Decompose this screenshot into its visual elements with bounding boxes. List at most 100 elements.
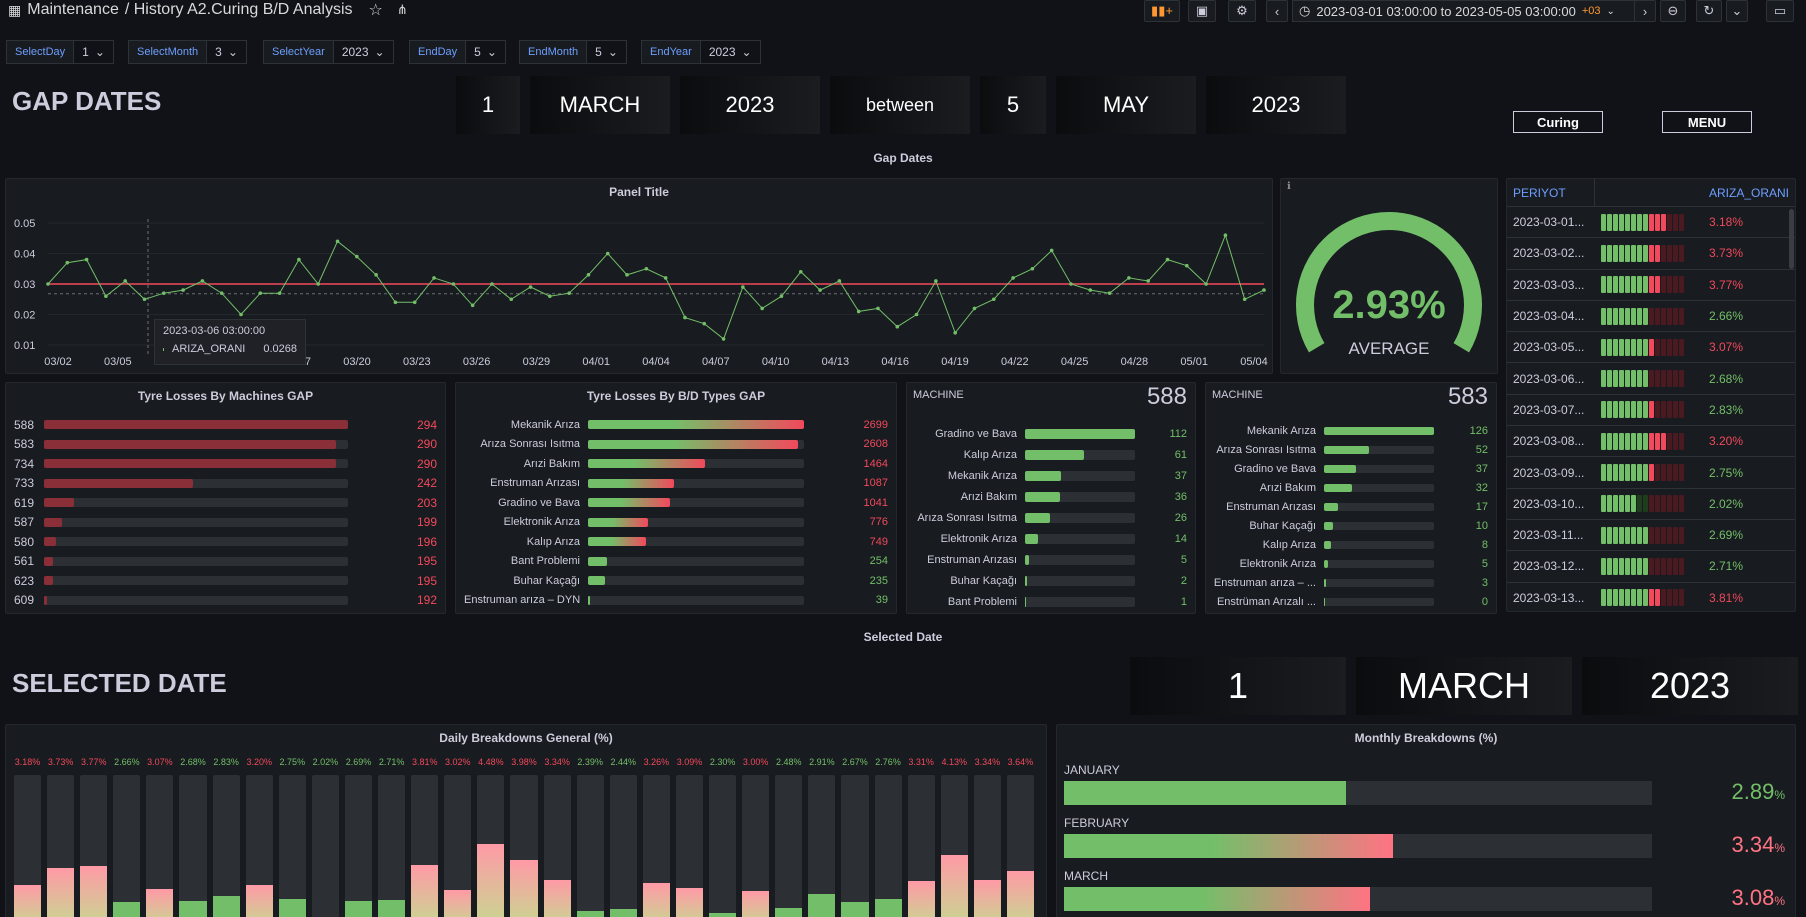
table-row[interactable]: 2023-03-06... 2.68% <box>1507 363 1795 395</box>
data-point[interactable] <box>721 337 726 341</box>
daily-bar[interactable]: 3.81% <box>411 757 439 917</box>
var-value[interactable]: 2023 ⌄ <box>333 40 394 64</box>
var-end-year[interactable]: EndYear 2023 ⌄ <box>641 40 761 64</box>
data-point[interactable] <box>760 306 764 311</box>
daily-bar[interactable]: 3.18% <box>14 757 42 917</box>
refresh-interval-dropdown[interactable]: ⌄ <box>1726 0 1748 22</box>
data-point[interactable] <box>1165 257 1170 262</box>
daily-bar[interactable]: 3.09% <box>675 757 704 917</box>
table-row[interactable]: 2023-03-12... 2.71% <box>1507 551 1795 583</box>
daily-bar[interactable]: 3.34% <box>973 757 1001 917</box>
data-point[interactable] <box>1242 297 1247 302</box>
data-point[interactable] <box>1030 266 1035 271</box>
daily-bar[interactable]: 2.71% <box>378 757 406 917</box>
table-row[interactable]: 2023-03-09... 2.75% <box>1507 457 1795 489</box>
data-point[interactable] <box>1049 248 1054 253</box>
panel-title[interactable]: Panel Title <box>609 185 669 199</box>
apps-grid-icon[interactable]: ▦ <box>8 1 22 18</box>
row-title-selected-date[interactable]: Selected Date <box>863 630 943 644</box>
data-point[interactable] <box>65 260 70 265</box>
data-point[interactable] <box>1204 282 1208 286</box>
data-point[interactable] <box>741 285 745 289</box>
daily-bar[interactable]: 2.67% <box>841 757 869 917</box>
table-scrollbar[interactable] <box>1789 209 1794 269</box>
data-point[interactable] <box>586 273 591 277</box>
data-point[interactable] <box>1107 291 1112 295</box>
daily-bar[interactable]: 2.83% <box>212 757 240 917</box>
data-point[interactable] <box>239 312 243 317</box>
var-value[interactable]: 5 ⌄ <box>466 40 506 64</box>
data-point[interactable] <box>181 288 185 292</box>
data-point[interactable] <box>1069 282 1073 286</box>
data-point[interactable] <box>219 291 224 295</box>
var-value[interactable]: 5 ⌄ <box>587 40 627 64</box>
table-row[interactable]: 2023-03-03... 3.77% <box>1507 270 1795 301</box>
col-ariza-orani[interactable]: ARIZA_ORANI <box>1708 185 1789 200</box>
var-select-year[interactable]: SelectYear 2023 ⌄ <box>263 40 394 64</box>
daily-bar[interactable]: 3.34% <box>543 757 571 917</box>
panel-title[interactable]: Monthly Breakdowns (%) <box>1354 731 1498 745</box>
daily-bar[interactable]: 3.64% <box>1006 757 1034 917</box>
data-point[interactable] <box>1146 279 1150 283</box>
data-point[interactable] <box>876 306 880 311</box>
data-point[interactable] <box>644 266 649 271</box>
table-row[interactable]: 2023-03-11... 2.69% <box>1507 520 1795 552</box>
tv-mode-icon[interactable]: ▭ <box>1766 0 1794 22</box>
row-title-gap-dates[interactable]: Gap Dates <box>873 151 933 165</box>
data-point[interactable] <box>104 294 108 298</box>
data-point[interactable] <box>605 251 610 256</box>
var-value[interactable]: 1 ⌄ <box>74 40 114 64</box>
data-point[interactable] <box>837 279 842 283</box>
table-row[interactable]: 2023-03-10... 2.02% <box>1507 489 1795 520</box>
data-point[interactable] <box>162 291 166 295</box>
data-point[interactable] <box>548 294 552 298</box>
data-point[interactable] <box>683 315 687 320</box>
data-point[interactable] <box>432 276 436 280</box>
data-point[interactable] <box>798 270 803 274</box>
var-value[interactable]: 3 ⌄ <box>207 40 247 64</box>
refresh-icon[interactable]: ↻ <box>1696 0 1722 22</box>
var-select-day[interactable]: SelectDay 1 ⌄ <box>6 40 114 64</box>
col-periyot[interactable]: PERIYOT <box>1507 179 1595 207</box>
table-row[interactable]: 2023-03-05... 3.07% <box>1507 332 1795 364</box>
data-point[interactable] <box>972 306 977 311</box>
data-point[interactable] <box>470 303 475 308</box>
daily-bar[interactable]: 3.77% <box>80 757 108 917</box>
var-value[interactable]: 2023 ⌄ <box>700 40 761 64</box>
daily-bar[interactable]: 2.76% <box>874 757 902 917</box>
table-row[interactable]: 2023-03-02... 3.73% <box>1507 238 1795 270</box>
data-point[interactable] <box>490 282 494 286</box>
breadcrumb-app[interactable]: Maintenance <box>27 1 119 18</box>
data-point[interactable] <box>567 291 571 295</box>
data-point[interactable] <box>451 282 456 286</box>
data-point[interactable] <box>142 297 147 302</box>
data-point[interactable] <box>258 291 263 295</box>
daily-bar[interactable]: 3.73% <box>47 757 75 917</box>
data-point[interactable] <box>914 312 919 317</box>
daily-bar[interactable]: 3.07% <box>146 757 174 917</box>
data-point[interactable] <box>316 282 321 286</box>
curing-link-button[interactable]: Curing <box>1513 111 1603 133</box>
data-point[interactable] <box>625 273 629 277</box>
data-point[interactable] <box>393 300 398 305</box>
data-point[interactable] <box>702 321 707 326</box>
data-point[interactable] <box>818 288 822 292</box>
data-point[interactable] <box>277 291 282 295</box>
save-icon[interactable]: ▣ <box>1188 0 1216 22</box>
time-back-button[interactable]: ‹ <box>1266 0 1288 22</box>
gear-icon[interactable]: ⚙ <box>1228 0 1256 22</box>
data-point[interactable] <box>779 294 784 298</box>
time-forward-button[interactable]: › <box>1634 0 1656 22</box>
daily-bar[interactable]: 3.00% <box>742 757 770 917</box>
zoom-out-icon[interactable]: ⊖ <box>1660 0 1686 22</box>
data-point[interactable] <box>934 279 938 283</box>
data-point[interactable] <box>297 257 301 262</box>
data-point[interactable] <box>355 254 359 259</box>
daily-bar[interactable]: 2.48% <box>775 757 803 917</box>
daily-bar[interactable]: 2.44% <box>609 757 637 917</box>
daily-bar[interactable]: 3.20% <box>245 757 273 917</box>
daily-bar[interactable]: 3.31% <box>907 757 935 917</box>
data-point[interactable] <box>200 279 205 283</box>
info-icon[interactable]: ℹ <box>1287 181 1291 192</box>
table-row[interactable]: 2023-03-13... 3.81% <box>1507 583 1795 611</box>
